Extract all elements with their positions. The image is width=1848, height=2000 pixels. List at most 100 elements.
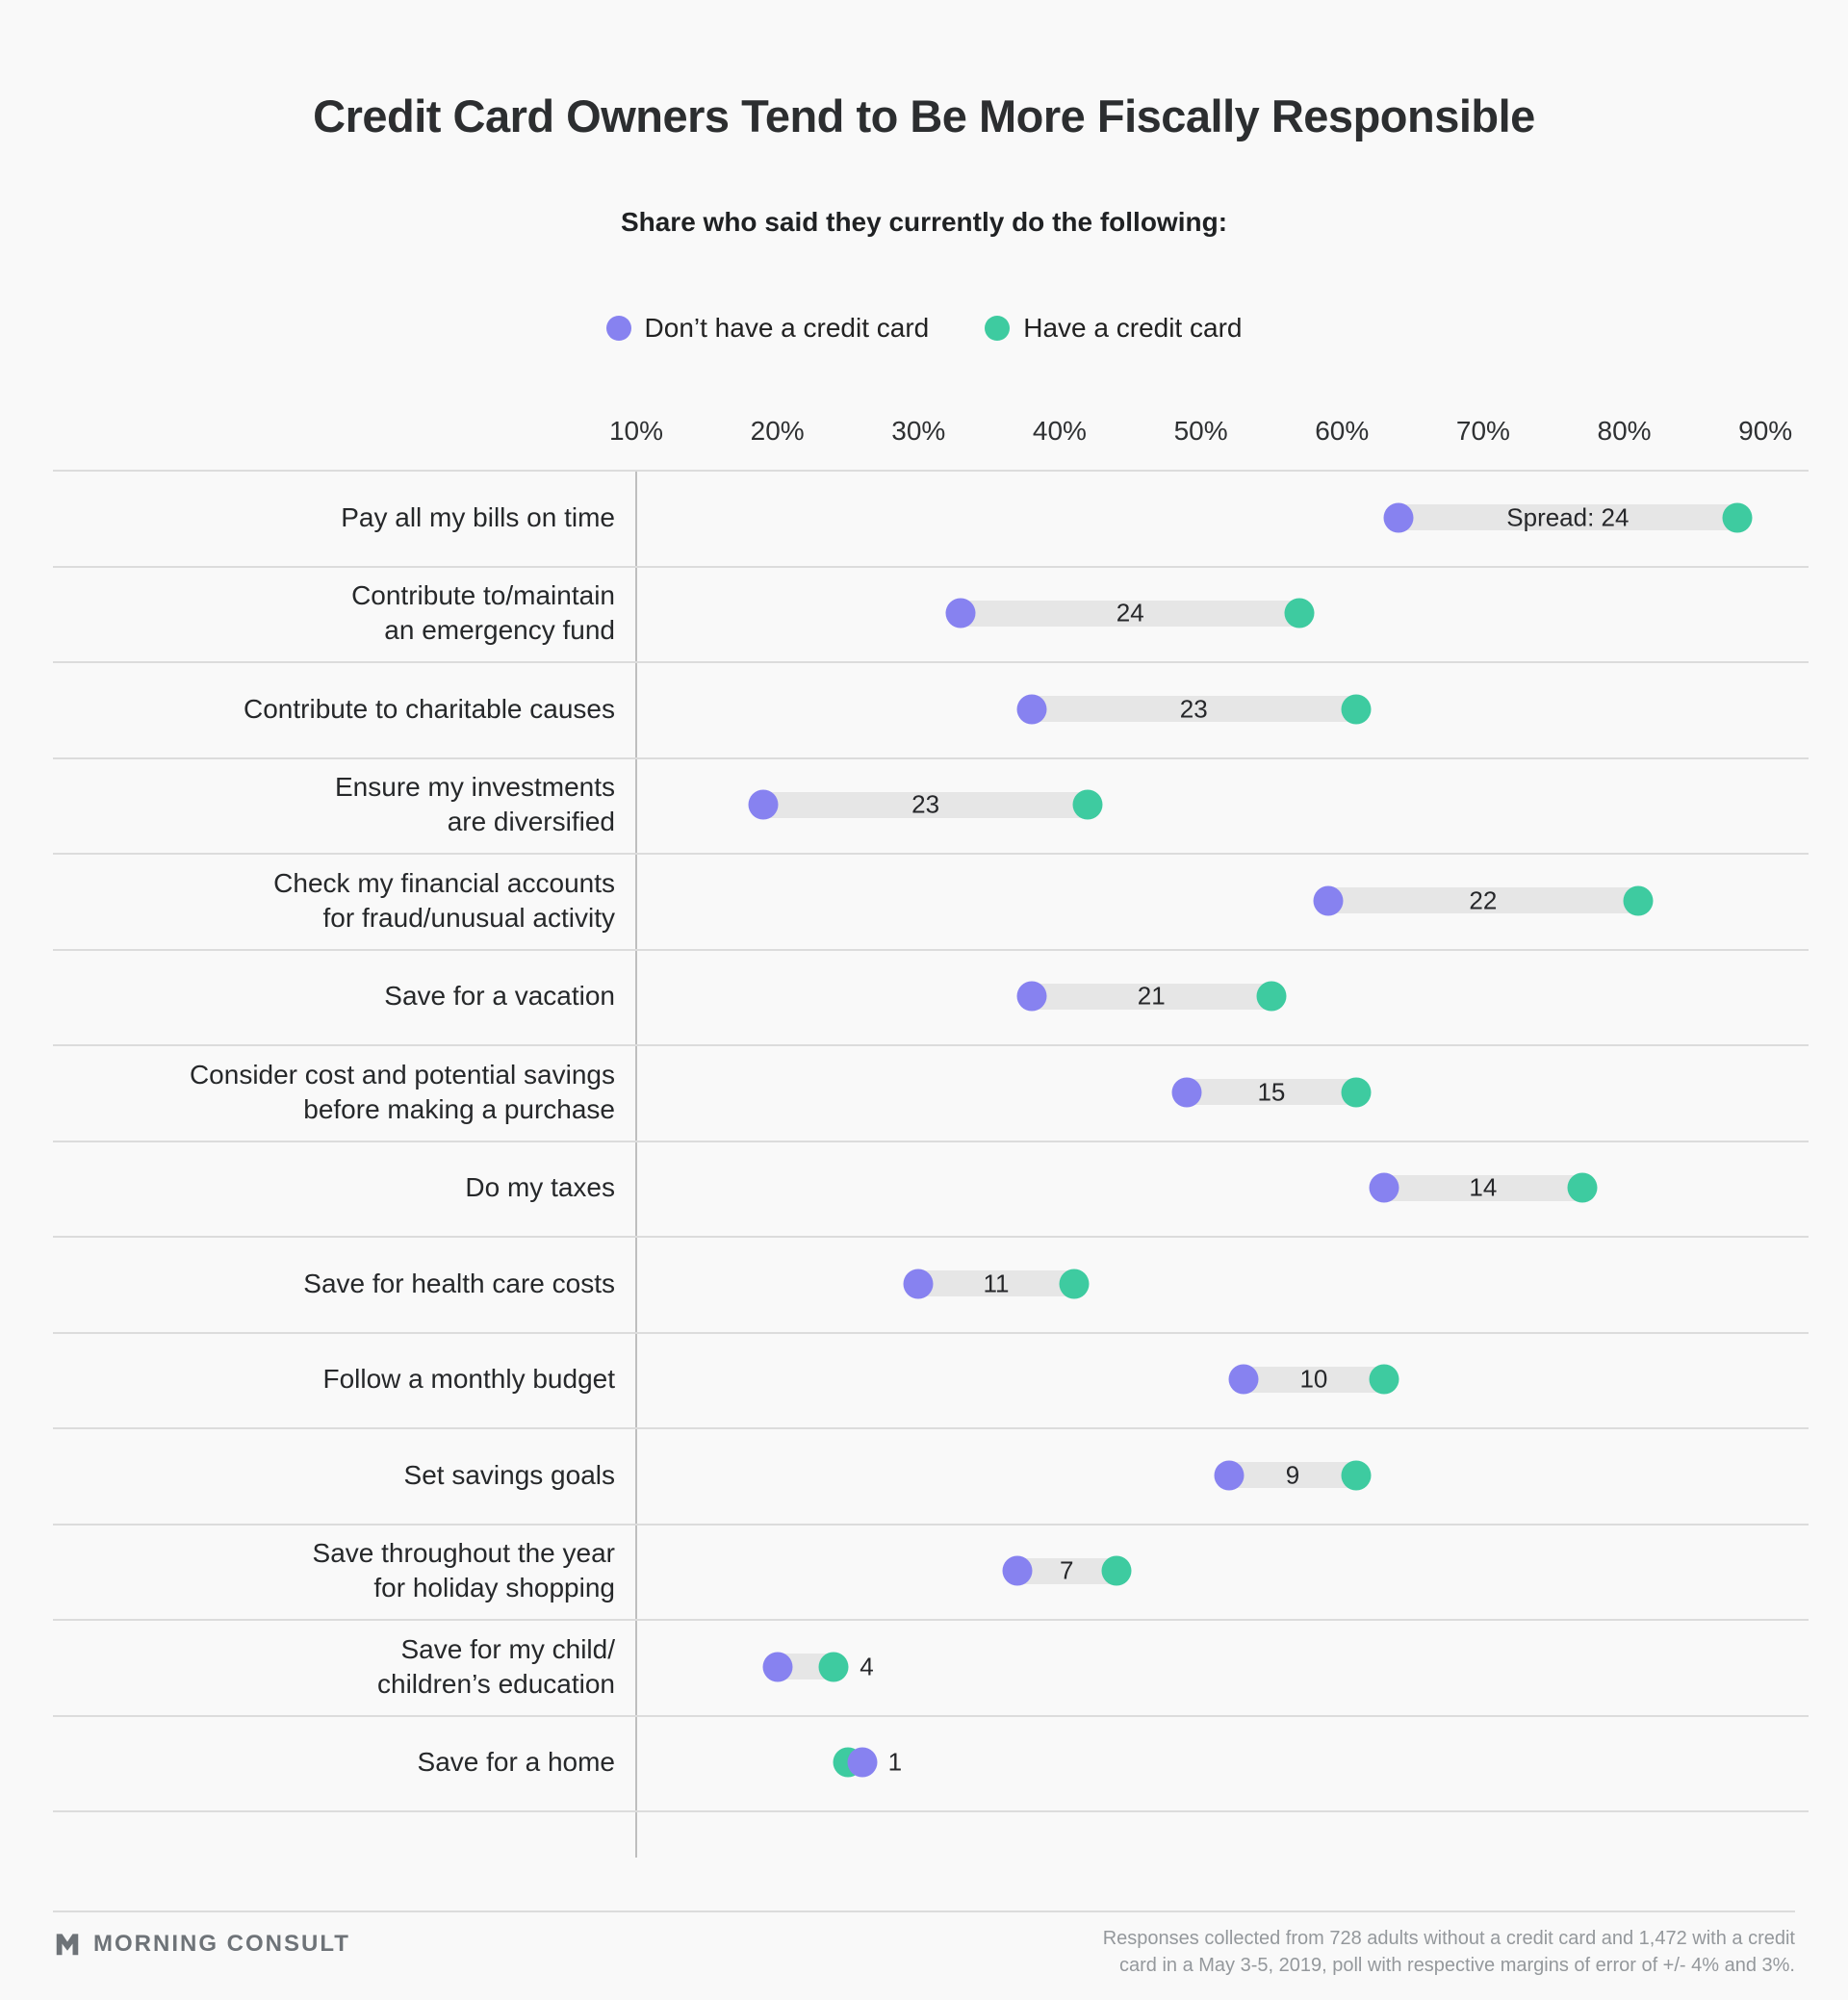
spread-label: 7 — [1060, 1555, 1074, 1585]
category-label: Save throughout the year for holiday shop… — [53, 1524, 615, 1620]
category-label-line: children’s education — [377, 1668, 615, 1699]
no-card-dot — [1369, 1172, 1399, 1203]
dumbbell-band — [762, 791, 1089, 818]
axis-line-vertical — [635, 470, 637, 1858]
spread-label: 10 — [1299, 1364, 1328, 1394]
category-label-line: Save for my child/ — [400, 1633, 615, 1664]
category-label-line: Save for health care costs — [303, 1268, 615, 1298]
x-axis-tick: 50% — [1173, 416, 1228, 446]
category-label-line: Check my financial accounts — [273, 867, 615, 898]
spread-label: 21 — [1137, 981, 1166, 1011]
has-card-dot — [1256, 981, 1287, 1012]
has-card-dot — [1341, 1460, 1372, 1491]
category-label: Set savings goals — [53, 1427, 615, 1524]
spread-label: 24 — [1116, 598, 1144, 628]
row-separator — [53, 1523, 1809, 1526]
x-axis-tick: 60% — [1315, 416, 1370, 446]
category-label-line: an emergency fund — [384, 615, 615, 646]
has-card-dot — [1369, 1364, 1399, 1395]
category-label: Save for health care costs — [53, 1236, 615, 1332]
row-separator — [53, 1140, 1809, 1142]
row-separator — [53, 1236, 1809, 1238]
x-axis-tick: 80% — [1597, 416, 1652, 446]
row-separator — [53, 1619, 1809, 1621]
m-icon — [56, 1934, 79, 1956]
has-card-dot — [818, 1652, 849, 1682]
has-card-dot — [1101, 1555, 1132, 1586]
category-label-line: are diversified — [447, 807, 615, 837]
dumbbell-band — [1016, 1557, 1116, 1584]
spread-label: 14 — [1469, 1172, 1498, 1202]
footer-divider — [53, 1910, 1795, 1912]
row-separator — [53, 1331, 1809, 1334]
category-label: Ensure my investments are diversified — [53, 757, 615, 854]
morning-consult-logo: MORNING CONSULT — [53, 1930, 350, 1959]
spread-label: 22 — [1469, 885, 1498, 915]
dumbbell-band — [1327, 887, 1639, 914]
no-card-dot — [762, 1652, 793, 1682]
x-axis-tick: 90% — [1738, 416, 1793, 446]
x-axis-tick: 10% — [608, 416, 664, 446]
legend-item-has-card: Have a credit card — [985, 313, 1242, 344]
has-card-dot — [1072, 789, 1103, 820]
category-label: Contribute to/maintain an emergency fund — [53, 566, 615, 662]
source-note: Responses collected from 728 adults with… — [1103, 1925, 1795, 1979]
dumbbell-band — [1228, 1462, 1356, 1489]
x-axis-tick: 20% — [750, 416, 805, 446]
category-label: Save for a home — [53, 1715, 615, 1811]
legend-label-has-card: Have a credit card — [1023, 313, 1243, 343]
row-separator — [53, 1714, 1809, 1717]
no-card-dot — [1016, 981, 1047, 1012]
category-label: Check my financial accounts for fraud/unu… — [53, 853, 615, 949]
category-label-line: for holiday shopping — [373, 1573, 615, 1603]
category-label-line: Ensure my investments — [335, 772, 615, 803]
category-label-line: Contribute to charitable causes — [244, 693, 615, 724]
row-separator — [53, 565, 1809, 568]
no-card-dot — [1228, 1364, 1259, 1395]
no-card-dot — [945, 598, 976, 628]
category-label-line: Pay all my bills on time — [341, 501, 615, 532]
dumbbell-band — [1243, 1366, 1385, 1393]
category-label-line: Follow a monthly budget — [322, 1364, 615, 1395]
legend-dot-green-icon — [985, 316, 1011, 341]
dumbbell-band — [1186, 1079, 1356, 1106]
category-label-line: Save for a vacation — [384, 981, 615, 1012]
row-separator — [53, 853, 1809, 855]
category-label: Save for a vacation — [53, 949, 615, 1045]
x-axis-tick: 30% — [891, 416, 946, 446]
no-card-dot — [1313, 885, 1344, 916]
has-card-dot — [1341, 1077, 1372, 1108]
dumbbell-band — [1384, 1174, 1582, 1201]
dumbbell-band — [961, 600, 1300, 627]
legend: Don’t have a credit card Have a credit c… — [0, 313, 1848, 344]
has-card-dot — [1341, 694, 1372, 725]
dumbbell-band — [1031, 983, 1271, 1010]
source-note-line1: Responses collected from 728 adults with… — [1102, 1928, 1795, 1949]
category-label-line: Do my taxes — [465, 1172, 615, 1203]
logo-text: MORNING CONSULT — [93, 1931, 350, 1957]
category-label-line: Set savings goals — [403, 1459, 615, 1490]
category-label: Do my taxes — [53, 1141, 615, 1237]
spread-label: 23 — [1179, 694, 1208, 724]
category-label-line: Contribute to/maintain — [351, 580, 615, 611]
no-card-dot — [1002, 1555, 1033, 1586]
category-label: Pay all my bills on time — [53, 470, 615, 566]
x-axis-tick: 70% — [1455, 416, 1510, 446]
category-label-line: Consider cost and potential savings — [189, 1059, 615, 1090]
x-axis-tick: 40% — [1032, 416, 1087, 446]
spread-label: Spread: 24 — [1506, 502, 1630, 532]
no-card-dot — [1016, 694, 1047, 725]
has-card-dot — [1722, 502, 1753, 533]
row-separator — [53, 756, 1809, 759]
page-title: Credit Card Owners Tend to Be More Fisca… — [313, 90, 1535, 142]
source-note-line2: card in a May 3-5, 2019, poll with respe… — [1118, 1955, 1795, 1976]
legend-item-no-card: Don’t have a credit card — [605, 313, 929, 344]
row-separator — [53, 1427, 1809, 1429]
no-card-dot — [748, 789, 779, 820]
has-card-dot — [1059, 1269, 1090, 1299]
no-card-dot — [1214, 1460, 1245, 1491]
category-label: Contribute to charitable causes — [53, 661, 615, 757]
dumbbell-band — [1031, 696, 1356, 723]
row-separator — [53, 661, 1809, 663]
